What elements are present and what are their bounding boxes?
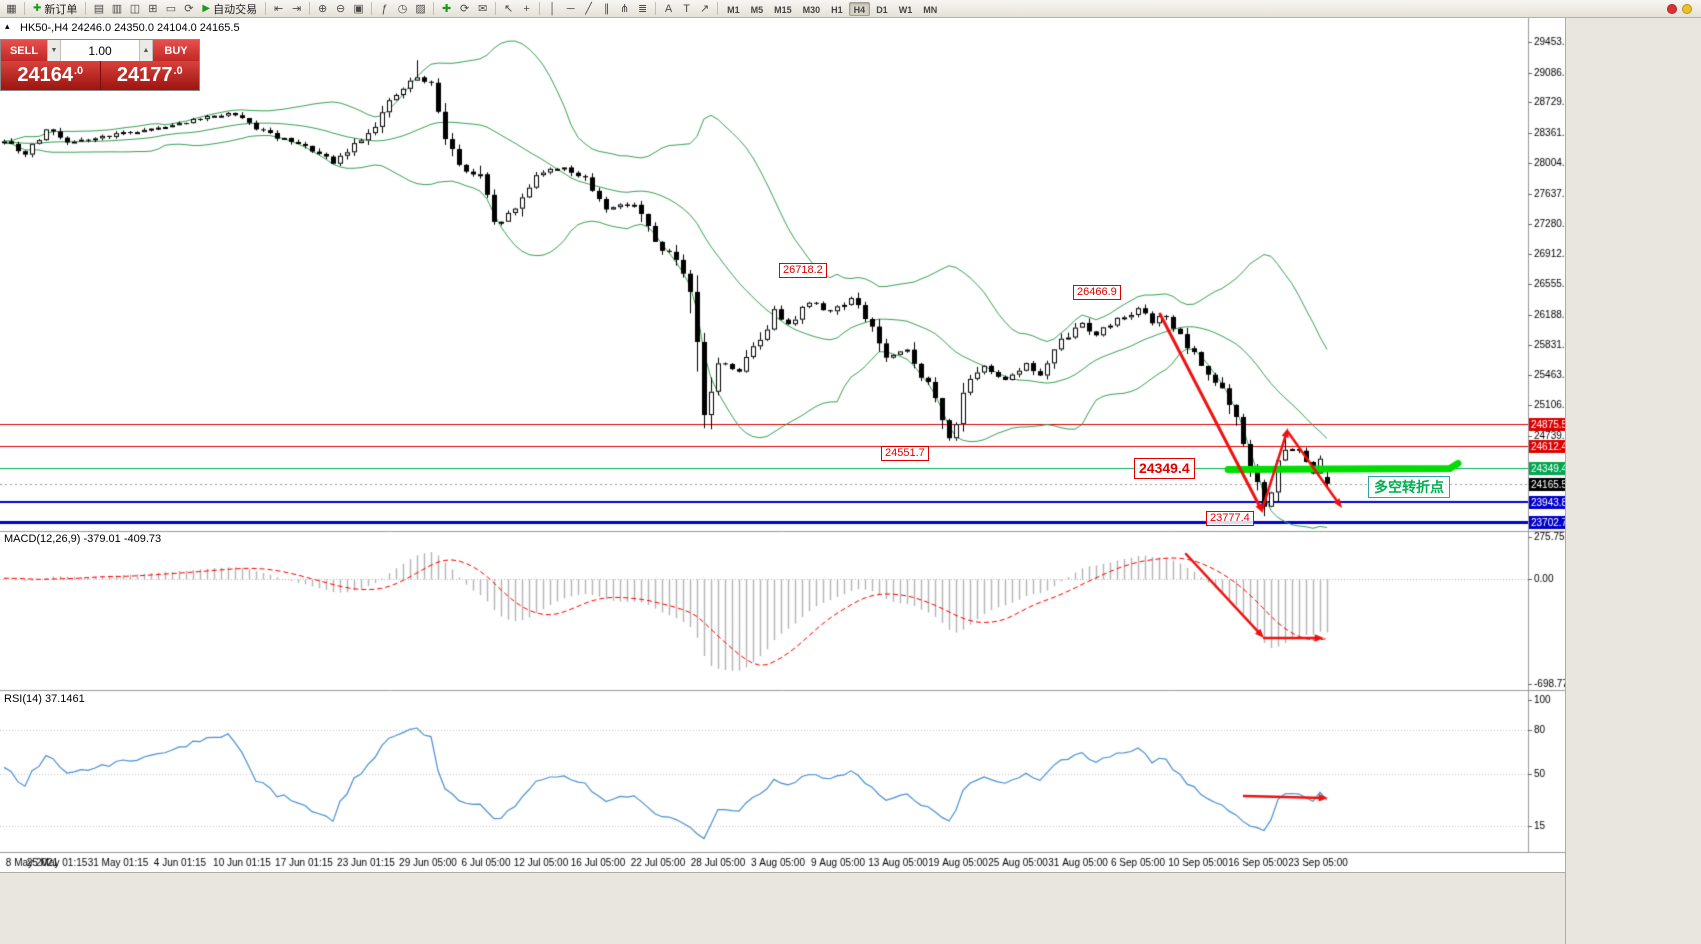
plus-icon: ✚ (33, 3, 42, 14)
buy-price-panel[interactable]: 24177 .0 (99, 61, 199, 90)
timeframe-mn[interactable]: MN (923, 4, 938, 15)
new-order-button-label: 新订单 (44, 3, 78, 16)
toolbar-separator (433, 2, 435, 15)
chart-window: ▴ HK50-,H4 24246.0 24350.0 24104.0 24165… (0, 18, 1565, 872)
toolbar-separator (265, 2, 267, 15)
arrows-tool-icon[interactable]: ↗ (699, 3, 710, 15)
crosshair-icon[interactable]: + (523, 2, 530, 15)
data-window-icon[interactable]: ◫ (129, 3, 141, 15)
pitchfork-icon[interactable]: ⋔ (619, 3, 630, 15)
add-indicator-icon[interactable]: ✚ (441, 3, 452, 15)
autoscroll-icon[interactable]: ⇤ (273, 3, 284, 15)
sell-price-decimal: .0 (73, 65, 84, 77)
trade-panel-collapse-icon[interactable]: ▴ (5, 21, 10, 31)
auto-trading-button-label: 自动交易 (213, 3, 258, 16)
rsi-indicator-label: RSI(14) 37.1461 (4, 693, 85, 705)
text-icon[interactable]: A (664, 2, 673, 15)
navigator-icon[interactable]: ⊞ (148, 3, 158, 15)
workspace-empty-right (1565, 18, 1701, 944)
buy-button[interactable]: BUY (153, 40, 199, 61)
horizontal-line-icon[interactable]: ─ (566, 2, 575, 15)
toolbar-separator (495, 2, 497, 15)
timeframe-w1[interactable]: W1 (898, 4, 913, 15)
toolbar-separator (717, 2, 719, 15)
timeframe-m5[interactable]: M5 (750, 4, 764, 15)
timeframe-m30[interactable]: M30 (802, 4, 821, 15)
channel-icon[interactable]: ∥ (603, 3, 610, 15)
toolbar-separator (539, 2, 541, 15)
toolbar-separator (309, 2, 311, 15)
zoom-in-icon[interactable]: ⊕ (317, 3, 328, 15)
volume-decrease-button[interactable]: ▼ (47, 40, 61, 61)
price-annotation-26466: 26466.9 (1073, 285, 1121, 300)
zoom-out-icon[interactable]: ⊖ (335, 3, 346, 15)
label-icon[interactable]: T (683, 2, 690, 15)
volume-input[interactable]: 1.00 (61, 40, 139, 61)
timeframe-d1[interactable]: D1 (876, 4, 888, 15)
market-watch-icon[interactable]: ▥ (111, 3, 123, 15)
toolbar-items: ▦ ✚ 新订单 ▤ ▥ ◫ ⊞ ▭ ⟳ ▶ 自动交易 ⇤ ⇥ ⊕ ⊖ ▣ ƒ ◷ ▨ ✚ ⟳ ✉ ↖ + │ ─ ╱ ∥ ⋔ ≣ A T ↗ M1… (3, 0, 942, 17)
turning-point-note: 多空转折点 (1368, 476, 1450, 498)
timeframe-m1[interactable]: M1 (727, 4, 740, 15)
tile-windows-icon[interactable]: ▣ (353, 3, 364, 15)
price-annotation-24349: 24349.4 (1134, 458, 1195, 479)
toolbar-separator (24, 2, 25, 15)
terminal-icon[interactable]: ▭ (165, 3, 177, 15)
price-annotation-23777: 23777.4 (1206, 511, 1254, 526)
timeframe-h1[interactable]: H1 (831, 4, 843, 15)
toolbar-separator (85, 2, 87, 15)
macd-indicator-label: MACD(12,26,9) -379.01 -409.73 (4, 533, 162, 545)
chart-canvas[interactable] (0, 18, 1565, 872)
periods-icon[interactable]: ◷ (397, 3, 408, 15)
cursor-icon[interactable]: ↖ (503, 3, 514, 15)
auto-trading-button[interactable]: ▶ 自动交易 (198, 1, 261, 16)
sell-button[interactable]: SELL (1, 40, 47, 61)
strategy-tester-icon[interactable]: ⟳ (184, 3, 194, 15)
buy-price-main: 24177 (116, 64, 173, 86)
buy-price-decimal: .0 (173, 65, 183, 77)
templates-icon[interactable]: ▨ (415, 3, 426, 15)
main-toolbar: ▦ ✚ 新订单 ▤ ▥ ◫ ⊞ ▭ ⟳ ▶ 自动交易 ⇤ ⇥ ⊕ ⊖ ▣ ƒ ◷ ▨ ✚ ⟳ ✉ ↖ + │ ─ ╱ ∥ ⋔ ≣ A T ↗ M1… (0, 0, 1701, 18)
chart-shot-icon[interactable]: ✉ (477, 3, 488, 15)
chart-shift-icon[interactable]: ⇥ (291, 3, 302, 15)
price-annotation-26718: 26718.2 (779, 263, 827, 278)
play-icon: ▶ (202, 3, 211, 14)
toolbar-separator (655, 2, 657, 15)
trendline-icon[interactable]: ╱ (585, 3, 592, 15)
timeframe-m15[interactable]: M15 (774, 4, 792, 15)
volume-increase-button[interactable]: ▲ (139, 40, 153, 61)
price-annotation-24551: 24551.7 (881, 446, 929, 461)
chart-symbol-ohlc: HK50-,H4 24246.0 24350.0 24104.0 24165.5 (20, 22, 240, 34)
vertical-line-icon[interactable]: │ (549, 2, 557, 15)
workspace-empty-bottom (0, 872, 1565, 944)
new-order-button[interactable]: ✚ 新订单 (29, 1, 81, 16)
one-click-trading-panel: SELL ▼ 1.00 ▲ BUY 24164 .0 24177 .0 (0, 39, 200, 91)
toolbar-separator (371, 2, 373, 15)
cycle-icon[interactable]: ⟳ (459, 3, 470, 15)
sell-price-main: 24164 (17, 64, 73, 86)
indicators-icon[interactable]: ƒ (381, 2, 388, 15)
toolbar-right-icons (1667, 3, 1698, 14)
sell-price-panel[interactable]: 24164 .0 (1, 61, 100, 90)
timeframe-h4[interactable]: H4 (848, 1, 871, 16)
profiles-icon[interactable]: ▤ (93, 3, 105, 15)
status-dot-icon[interactable] (1682, 3, 1692, 14)
new-chart-icon[interactable]: ▦ (6, 3, 17, 15)
fibonacci-icon[interactable]: ≣ (637, 3, 648, 15)
record-dot-icon[interactable] (1667, 3, 1677, 14)
